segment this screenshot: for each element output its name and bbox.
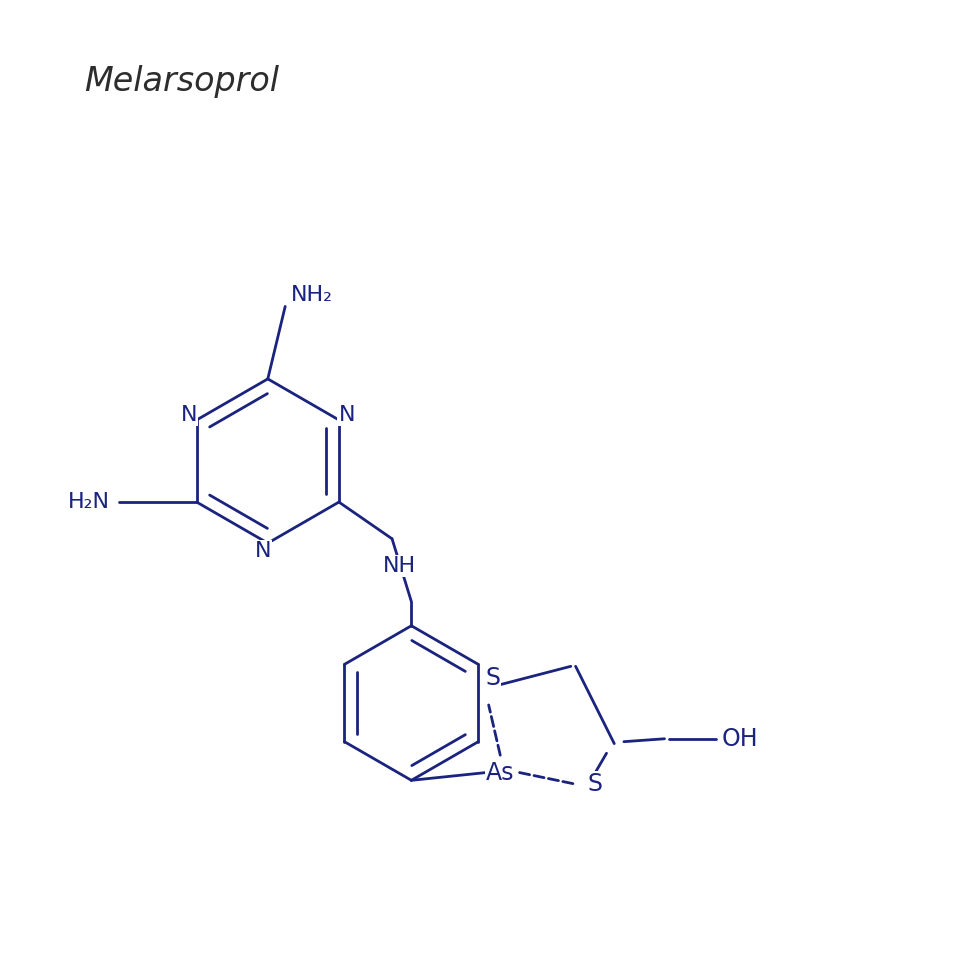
Text: N: N: [180, 405, 197, 425]
Text: N: N: [255, 541, 271, 561]
Text: H₂N: H₂N: [68, 492, 110, 513]
Text: As: As: [486, 760, 514, 785]
Text: S: S: [485, 665, 500, 690]
Text: S: S: [587, 772, 603, 796]
Text: OH: OH: [721, 727, 759, 751]
Text: NH₂: NH₂: [291, 285, 333, 305]
Text: NH: NH: [383, 556, 416, 576]
Text: Melarsoprol: Melarsoprol: [84, 65, 279, 98]
Text: N: N: [338, 405, 355, 425]
